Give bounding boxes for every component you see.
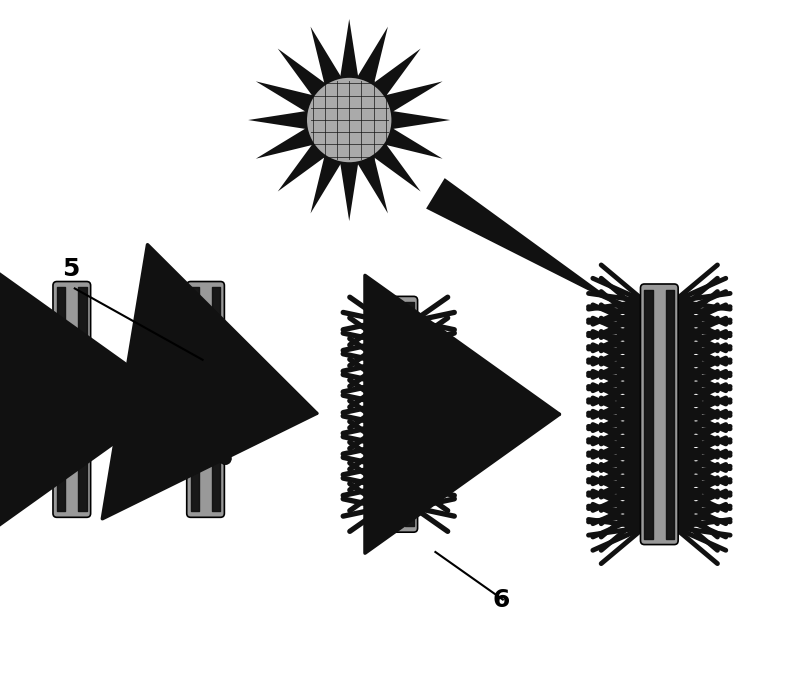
Polygon shape: [393, 111, 450, 129]
Polygon shape: [310, 157, 341, 213]
FancyBboxPatch shape: [53, 281, 90, 517]
FancyBboxPatch shape: [186, 281, 224, 517]
Polygon shape: [340, 163, 358, 221]
Circle shape: [219, 400, 231, 412]
Text: 5: 5: [62, 256, 79, 281]
Polygon shape: [256, 82, 312, 111]
Polygon shape: [310, 27, 341, 83]
Text: 6: 6: [493, 589, 510, 612]
Polygon shape: [340, 19, 358, 76]
Polygon shape: [386, 82, 442, 111]
Polygon shape: [374, 144, 421, 192]
Polygon shape: [278, 49, 325, 95]
FancyBboxPatch shape: [641, 284, 678, 545]
FancyBboxPatch shape: [380, 296, 418, 532]
Polygon shape: [358, 157, 388, 213]
Polygon shape: [278, 144, 325, 192]
Polygon shape: [386, 128, 442, 159]
Polygon shape: [256, 128, 312, 159]
Circle shape: [219, 348, 231, 360]
Polygon shape: [426, 178, 624, 308]
Polygon shape: [374, 49, 421, 95]
Polygon shape: [358, 27, 388, 83]
Circle shape: [306, 76, 393, 163]
Circle shape: [219, 453, 231, 464]
Polygon shape: [248, 111, 306, 129]
